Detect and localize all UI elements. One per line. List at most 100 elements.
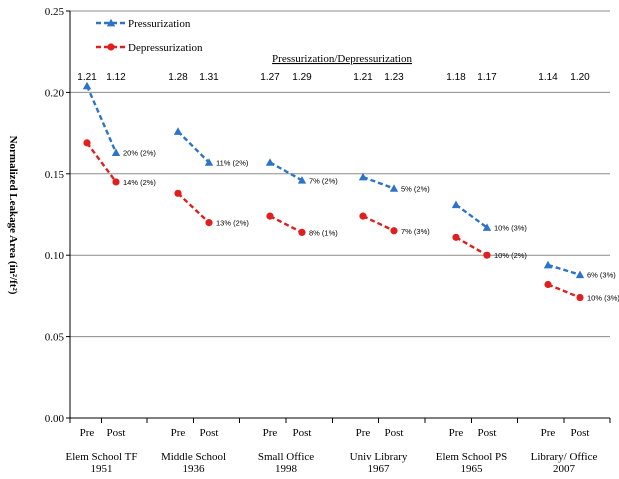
- y-axis-label: Normalized Leakage Area (in²/ft²): [7, 136, 19, 295]
- data-label: 10% (2%): [494, 251, 527, 260]
- data-label: 7% (3%): [401, 227, 430, 236]
- data-point: [451, 200, 461, 209]
- data-point: [298, 228, 306, 237]
- building-year: 1967: [368, 463, 391, 474]
- data-label: 6% (3%): [587, 271, 616, 280]
- series-segment: [362, 215, 395, 232]
- building-year: 1998: [275, 463, 298, 474]
- data-point: [544, 280, 552, 289]
- data-point: [106, 18, 116, 27]
- ratio-label-post: 1.29: [292, 72, 312, 83]
- data-point: [265, 158, 275, 166]
- ratio-label-pre: 1.21: [77, 72, 97, 83]
- ratio-header: Pressurization/Depressurization: [272, 53, 412, 65]
- series-depressurization: 14% (2%) 13% (2%) 8% (1%) 7% (3%) 10% (2%) 10…: [83, 139, 619, 303]
- building-name: Elem School PS: [436, 451, 508, 463]
- data-point: [112, 178, 120, 186]
- data-point: [83, 139, 91, 147]
- x-sublabel-post: Post: [200, 427, 219, 439]
- x-sublabel-pre: Pre: [449, 427, 464, 439]
- series-segment: [85, 85, 118, 154]
- data-point: [205, 219, 213, 227]
- data-point: [107, 43, 115, 51]
- data-point: [297, 176, 307, 184]
- y-tick-label: 0.05: [45, 332, 65, 344]
- data-label: 10% (3%): [587, 294, 619, 303]
- data-point: [173, 127, 183, 135]
- building-name: Small Office: [258, 451, 314, 463]
- legend-label: Depressurization: [128, 42, 203, 54]
- y-tick-label: 0.20: [45, 87, 65, 99]
- axes: [66, 10, 611, 423]
- ratio-label-pre: 1.28: [168, 72, 188, 83]
- data-point: [452, 233, 460, 241]
- building-name: Middle School: [161, 451, 226, 463]
- x-sublabel-pre: Pre: [80, 427, 95, 439]
- series-segment: [177, 192, 210, 224]
- building-name: Univ Library: [350, 451, 408, 463]
- x-sublabel-pre: Pre: [356, 427, 371, 439]
- data-label: 7% (2%): [309, 176, 338, 185]
- y-tick-labels: 0.00 0.05 0.10 0.15 0.20 0.25: [45, 6, 65, 425]
- ratio-label-pre: 1.21: [353, 72, 373, 83]
- x-sublabel-post: Post: [571, 427, 590, 439]
- data-point: [575, 270, 585, 279]
- ratio-label-pre: 1.18: [446, 72, 466, 83]
- x-sublabel-pre: Pre: [171, 427, 186, 439]
- data-point: [482, 223, 492, 231]
- series-pressurization: 20% (2%) 11% (2%) 7% (2%) 5% (2%) 10% (3%) 6%…: [82, 81, 616, 280]
- building-year: 2007: [553, 463, 576, 474]
- legend: Pressurization Depressurization: [96, 18, 203, 54]
- data-label: 10% (3%): [494, 224, 527, 233]
- data-point: [266, 212, 274, 220]
- series-segment: [269, 215, 303, 234]
- ratio-label-pre: 1.27: [260, 72, 280, 83]
- ratio-label-post: 1.12: [106, 72, 126, 83]
- ratio-label-pre: 1.14: [538, 72, 558, 83]
- data-point: [389, 184, 399, 192]
- ratio-label-post: 1.31: [199, 72, 219, 83]
- building-year: 1936: [183, 463, 206, 474]
- data-point: [483, 251, 491, 259]
- building-year: 1965: [461, 463, 484, 474]
- gridlines: [70, 10, 610, 338]
- y-tick-label: 0.25: [45, 6, 65, 18]
- data-point: [359, 212, 367, 220]
- data-point: [82, 81, 92, 90]
- series-segment: [177, 130, 210, 164]
- data-label: 13% (2%): [216, 219, 249, 228]
- x-sublabel-post: Post: [293, 427, 312, 439]
- data-point: [204, 158, 214, 166]
- series-segment: [86, 142, 117, 183]
- data-point: [358, 172, 368, 181]
- ratio-labels: Pressurization/Depressurization 1.21 1.12…: [77, 53, 590, 83]
- y-tick-label: 0.10: [45, 250, 65, 262]
- building-name: Library/ Office: [531, 451, 598, 463]
- ratio-label-post: 1.17: [477, 72, 497, 83]
- data-label: 11% (2%): [216, 158, 249, 167]
- legend-label: Pressurization: [128, 18, 191, 30]
- data-label: 14% (2%): [123, 178, 156, 187]
- data-point: [390, 227, 398, 235]
- x-sublabel-post: Post: [385, 427, 404, 439]
- data-point: [543, 260, 553, 269]
- y-axis-label-wrap: Normalized Leakage Area (in²/ft²): [0, 0, 40, 479]
- series-segment: [547, 263, 581, 276]
- data-label: 20% (2%): [123, 149, 156, 158]
- data-point: [111, 148, 121, 156]
- ratio-label-post: 1.20: [570, 72, 590, 83]
- x-sublabel-pre: Pre: [263, 427, 278, 439]
- series-segment: [455, 236, 488, 257]
- series-segment: [269, 161, 303, 182]
- x-sublabel-post: Post: [107, 427, 126, 439]
- x-sublabel-post: Post: [478, 427, 497, 439]
- series-segment: [362, 175, 395, 190]
- y-tick-label: 0.15: [45, 169, 65, 181]
- y-tick-label: 0.00: [45, 413, 65, 425]
- x-sublabel-pre: Pre: [541, 427, 556, 439]
- ratio-label-post: 1.23: [384, 72, 404, 83]
- data-label: 5% (2%): [401, 184, 430, 193]
- data-label: 8% (1%): [309, 228, 338, 237]
